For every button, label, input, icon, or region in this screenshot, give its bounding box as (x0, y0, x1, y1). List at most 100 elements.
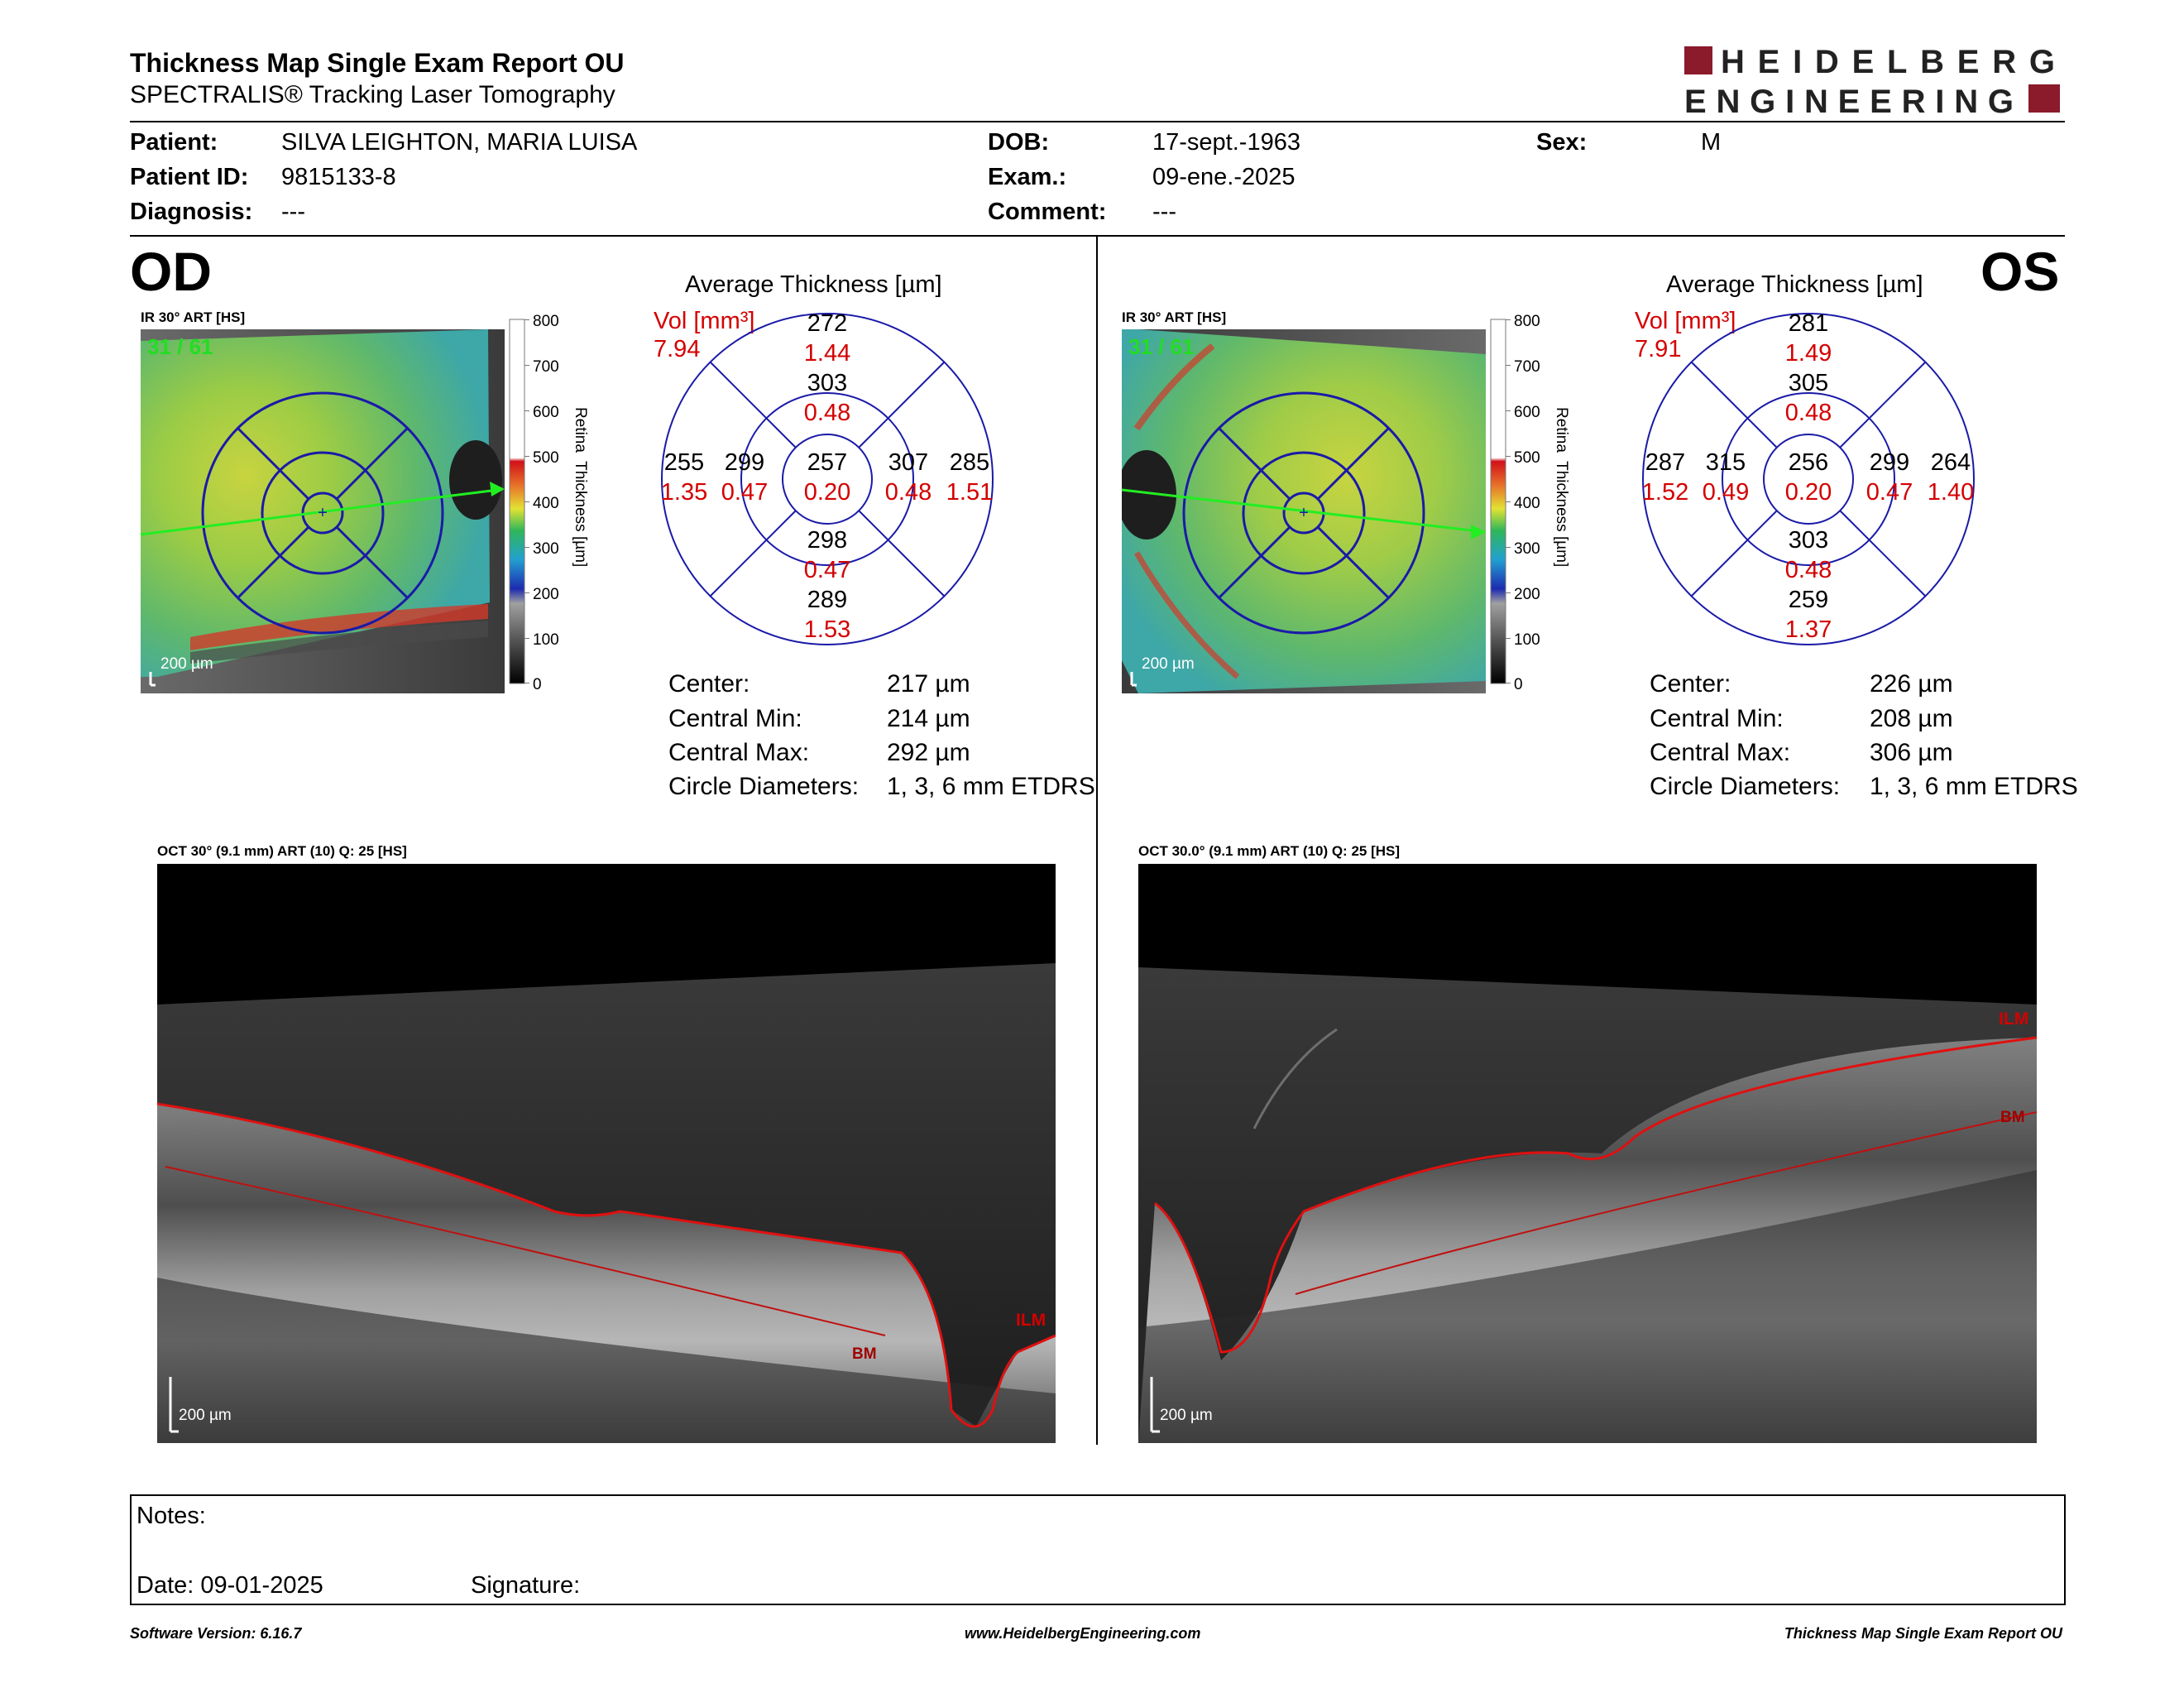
od-eye-label: OD (130, 241, 212, 302)
logo-line1: HEIDELBERG (1721, 44, 2060, 80)
report-title: Thickness Map Single Exam Report OU (130, 48, 625, 78)
od-stat-value-max: 292 µm (887, 739, 970, 766)
os-cbar-tick-600: 600 (1514, 404, 1540, 421)
od-outer-right-thickness: 285 (949, 449, 990, 476)
od-inner-left-volume: 0.47 (721, 479, 769, 506)
os-outer-sup-volume: 1.49 (1784, 340, 1832, 367)
od-fundus-scale: 200 µm (160, 655, 213, 673)
od-center-volume: 0.20 (803, 479, 851, 506)
os-outer-inf-volume: 1.37 (1784, 616, 1832, 643)
patient-label: Patient: (130, 129, 218, 156)
od-ir-label: IR 30° ART [HS] (141, 309, 246, 325)
os-fundus-map: + 31 / 61 200 µm (1117, 329, 1486, 693)
od-outer-sup-volume: 1.44 (803, 340, 851, 367)
od-cbar-tick-300: 300 (533, 540, 559, 558)
od-inner-left-thickness: 299 (724, 449, 765, 476)
svg-text:+: + (318, 504, 328, 522)
od-cbar-tick-200: 200 (533, 586, 559, 603)
notes-box[interactable]: Notes: Date: 09-01-2025 Signature: (130, 1494, 2066, 1605)
date-label: Date: 09-01-2025 (136, 1572, 323, 1599)
report-name-footer: Thickness Map Single Exam Report OU (1784, 1625, 2062, 1642)
od-stat-value-min: 214 µm (887, 705, 970, 732)
od-oct-bscan: ILM BM 200 µm (156, 864, 1056, 1443)
os-stat-label-min: Central Min: (1650, 705, 1784, 732)
os-bm-label: BM (2000, 1109, 2025, 1126)
od-cbar-tick-600: 600 (533, 404, 559, 421)
signature-label: Signature: (471, 1572, 581, 1599)
os-inner-inf-volume: 0.48 (1784, 557, 1832, 583)
od-stat-value-diameters: 1, 3, 6 mm ETDRS (887, 773, 1095, 800)
od-ilm-label: ILM (1016, 1311, 1046, 1330)
sex: M (1701, 129, 1722, 156)
os-cbar-tick-700: 700 (1514, 358, 1540, 376)
os-center-thickness: 256 (1788, 449, 1829, 476)
od-etdrs-grid: 272 1.44 303 0.48 257 0.20 298 0.47 289 … (659, 310, 996, 648)
od-fundus-map: + 31 / 61 200 µm (140, 329, 505, 693)
os-outer-sup-thickness: 281 (1788, 310, 1829, 337)
website-link[interactable]: www.HeidelbergEngineering.com (965, 1625, 1201, 1642)
od-outer-sup-thickness: 272 (807, 310, 848, 337)
os-frame-counter: 31 / 61 (1128, 334, 1195, 359)
os-eye-label: OS (1980, 241, 2060, 302)
sex-label: Sex: (1536, 129, 1588, 156)
software-version: Software Version: 6.16.7 (130, 1625, 302, 1642)
od-center-thickness: 257 (807, 449, 848, 476)
od-colorbar-title: Retina Thickness [µm] (572, 407, 589, 568)
od-vol-value: 7.94 (654, 336, 701, 362)
os-cbar-tick-300: 300 (1514, 540, 1540, 558)
os-inner-left-thickness: 315 (1705, 449, 1746, 476)
os-cbar-tick-400: 400 (1514, 495, 1540, 512)
svg-text:+: + (1299, 504, 1309, 522)
od-stat-value-center: 217 µm (887, 670, 970, 698)
os-stat-label-center: Center: (1650, 670, 1731, 698)
os-inner-right-volume: 0.47 (1866, 479, 1913, 506)
exam-date: 09-ene.-2025 (1152, 164, 1296, 190)
patient-id-label: Patient ID: (130, 164, 249, 190)
os-inner-sup-volume: 0.48 (1784, 400, 1832, 426)
os-stat-value-max: 306 µm (1870, 739, 1953, 766)
os-stat-value-min: 208 µm (1870, 705, 1953, 732)
os-stat-label-max: Central Max: (1650, 739, 1791, 766)
os-inner-left-volume: 0.49 (1702, 479, 1750, 506)
od-outer-left-thickness: 255 (663, 449, 705, 476)
od-cbar-tick-500: 500 (533, 449, 559, 467)
os-outer-right-thickness: 264 (1930, 449, 1971, 476)
os-cbar-tick-200: 200 (1514, 586, 1540, 603)
os-vol-label: Vol [mm³] (1635, 308, 1736, 334)
od-stat-label-center: Center: (668, 670, 750, 698)
od-inner-right-thickness: 307 (888, 449, 929, 476)
os-colorbar-title: Retina Thickness [µm] (1553, 407, 1570, 568)
od-inner-inf-thickness: 298 (807, 527, 848, 554)
dob-label: DOB: (988, 129, 1050, 156)
os-outer-left-volume: 1.52 (1641, 479, 1689, 506)
os-outer-right-volume: 1.40 (1927, 479, 1975, 506)
os-colorbar: 800 700 600 500 400 300 200 100 0 Retina… (1489, 313, 1580, 693)
os-center-volume: 0.20 (1784, 479, 1832, 506)
od-colorbar: 800 700 600 500 400 300 200 100 0 Retina… (508, 313, 599, 693)
od-cbar-tick-400: 400 (533, 495, 559, 512)
os-stat-value-center: 226 µm (1870, 670, 1953, 698)
diagnosis-label: Diagnosis: (130, 199, 253, 225)
os-cbar-tick-0: 0 (1514, 676, 1523, 693)
od-cbar-tick-100: 100 (533, 631, 559, 649)
od-avg-title: Average Thickness [µm] (685, 271, 942, 298)
os-ilm-label: ILM (1999, 1009, 2029, 1029)
od-cbar-tick-800: 800 (533, 313, 559, 330)
os-inner-sup-thickness: 305 (1788, 370, 1829, 396)
os-cbar-tick-500: 500 (1514, 449, 1540, 467)
od-outer-left-volume: 1.35 (660, 479, 708, 506)
od-frame-counter: 31 / 61 (147, 334, 213, 359)
od-outer-right-volume: 1.51 (946, 479, 994, 506)
os-stat-value-diameters: 1, 3, 6 mm ETDRS (1870, 773, 2078, 800)
notes-label: Notes: (136, 1503, 206, 1529)
od-cbar-tick-700: 700 (533, 358, 559, 376)
comment: --- (1152, 199, 1176, 225)
patient-id: 9815133-8 (281, 164, 396, 190)
comment-label: Comment: (988, 199, 1107, 225)
od-inner-sup-volume: 0.48 (803, 400, 851, 426)
patient-name: SILVA LEIGHTON, MARIA LUISA (281, 129, 638, 156)
od-inner-sup-thickness: 303 (807, 370, 848, 396)
os-inner-inf-thickness: 303 (1788, 527, 1829, 554)
od-outer-inf-thickness: 289 (807, 587, 848, 613)
os-outer-left-thickness: 287 (1645, 449, 1686, 476)
